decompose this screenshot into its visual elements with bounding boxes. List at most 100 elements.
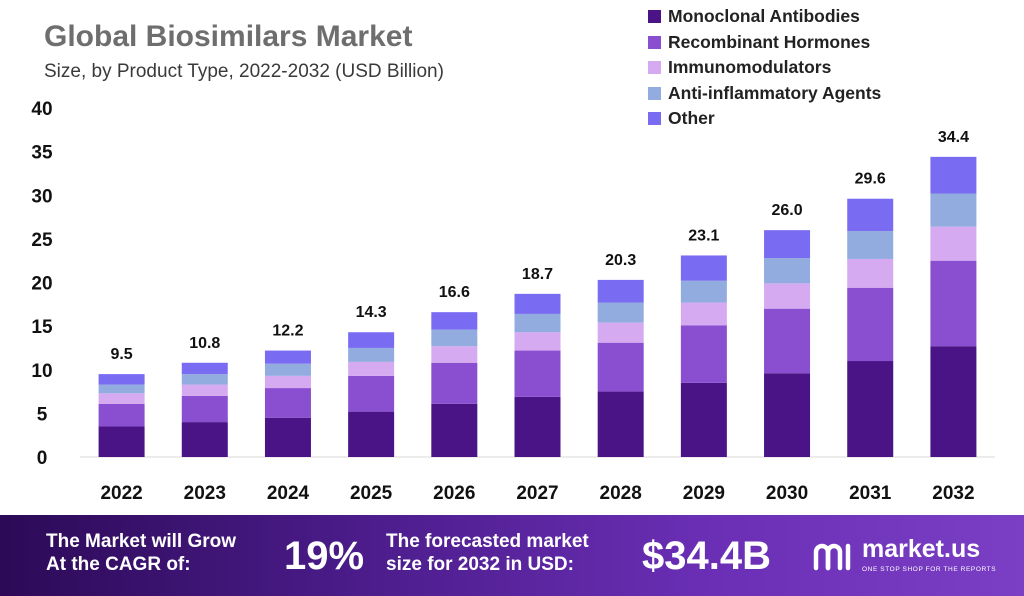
- footer-banner: The Market will Grow At the CAGR of: 19%…: [0, 515, 1024, 596]
- y-tick-label: 40: [31, 99, 52, 120]
- bar-total-label: 18.7: [522, 266, 553, 283]
- bar-segment-2026-series-4: [431, 312, 478, 330]
- bar-segment-2024-series-4: [264, 350, 311, 364]
- bar-segment-2032-series-3: [930, 193, 977, 227]
- bar-total-label: 26.0: [771, 202, 802, 219]
- bar-segment-2031-series-3: [847, 231, 894, 259]
- bar-segment-2029-series-0: [680, 382, 727, 457]
- legend-label: Immunomodulators: [668, 57, 832, 78]
- bar-segment-2023-series-3: [181, 374, 228, 385]
- chart-subtitle: Size, by Product Type, 2022-2032 (USD Bi…: [44, 61, 444, 82]
- legend-swatch: [648, 112, 661, 126]
- x-tick-label: 2028: [600, 483, 642, 504]
- x-tick-label: 2025: [350, 483, 393, 504]
- y-tick-label: 25: [31, 230, 53, 251]
- x-tick-label: 2029: [683, 483, 725, 504]
- bar-segment-2027-series-4: [514, 293, 561, 314]
- bar-segment-2031-series-0: [847, 361, 894, 457]
- legend-swatch: [648, 35, 661, 49]
- bar-segment-2023-series-1: [181, 395, 228, 423]
- bar-segment-2025-series-4: [348, 332, 395, 348]
- x-tick-label: 2031: [849, 483, 892, 504]
- cagr-label: The Market will Grow At the CAGR of:: [46, 531, 236, 577]
- bar-segment-2025-series-1: [348, 375, 395, 412]
- bar-segment-2029-series-3: [680, 280, 727, 303]
- cagr-label-line-1: The Market will Grow: [46, 531, 237, 552]
- bar-total-label: 12.2: [272, 323, 303, 340]
- bar-segment-2022-series-1: [98, 403, 145, 427]
- bar-segment-2030-series-3: [764, 258, 811, 284]
- bar-segment-2031-series-2: [847, 258, 894, 288]
- chart-legend: Monoclonal Antibodies Recombinant Hormone…: [648, 4, 881, 132]
- bar-segment-2022-series-2: [98, 393, 145, 404]
- bar-segment-2027-series-0: [514, 396, 561, 457]
- bar-segment-2032-series-2: [930, 226, 977, 261]
- legend-swatch: [648, 86, 661, 100]
- forecast-label-line-1: The forecasted market: [386, 531, 589, 552]
- bar-segment-2025-series-2: [348, 361, 395, 376]
- legend-swatch: [648, 61, 661, 75]
- bar-segment-2032-series-4: [930, 156, 977, 194]
- bar-segment-2028-series-3: [597, 302, 644, 323]
- y-tick-label: 10: [31, 361, 52, 382]
- forecast-value: $34.4B: [642, 534, 771, 578]
- forecast-label: The forecasted market size for 2032 in U…: [386, 531, 589, 577]
- x-tick-label: 2026: [433, 483, 475, 504]
- bar-segment-2030-series-4: [764, 230, 811, 259]
- bar-total-label: 16.6: [439, 284, 470, 301]
- cagr-value: 19%: [284, 534, 365, 578]
- bar-segment-2028-series-2: [597, 322, 644, 343]
- x-tick-label: 2022: [100, 483, 142, 504]
- bar-segment-2025-series-0: [348, 411, 395, 457]
- bar-segment-2027-series-3: [514, 313, 561, 333]
- bar-segment-2024-series-1: [264, 388, 311, 418]
- bar-segment-2026-series-1: [431, 362, 478, 404]
- bar-segment-2022-series-0: [98, 426, 145, 457]
- bar-segment-2031-series-1: [847, 287, 894, 362]
- bar-segment-2032-series-0: [930, 346, 977, 457]
- legend-label: Monoclonal Antibodies: [668, 6, 860, 27]
- legend-item: Other: [648, 106, 881, 132]
- bar-total-label: 20.3: [605, 252, 636, 269]
- brand-logo-block[interactable]: market.us ONE STOP SHOP FOR THE REPORTS: [812, 535, 1008, 585]
- bar-total-label: 10.8: [189, 335, 220, 352]
- bar-segment-2030-series-0: [764, 373, 811, 457]
- legend-swatch: [648, 10, 661, 24]
- bar-segment-2026-series-2: [431, 346, 478, 363]
- bar-segment-2023-series-4: [181, 362, 228, 375]
- bar-total-label: 9.5: [110, 346, 132, 363]
- bar-segment-2027-series-2: [514, 332, 561, 351]
- bar-segment-2029-series-4: [680, 255, 727, 281]
- chart-title: Global Biosimilars Market: [44, 20, 413, 53]
- bar-segment-2032-series-1: [930, 260, 977, 347]
- y-tick-label: 20: [31, 274, 52, 295]
- y-tick-label: 15: [31, 317, 53, 338]
- brand-tagline: ONE STOP SHOP FOR THE REPORTS: [862, 566, 997, 573]
- legend-item: Anti-inflammatory Agents: [648, 81, 881, 107]
- x-tick-label: 2024: [267, 483, 310, 504]
- bar-segment-2024-series-3: [264, 363, 311, 376]
- legend-item: Monoclonal Antibodies: [648, 4, 881, 30]
- bar-total-label: 14.3: [356, 304, 387, 321]
- bar-segment-2030-series-2: [764, 283, 811, 309]
- bar-segment-2022-series-3: [98, 384, 145, 394]
- market-us-logo-icon: [813, 543, 851, 571]
- bar-segment-2029-series-1: [680, 325, 727, 383]
- bar-segment-2031-series-4: [847, 198, 894, 232]
- y-tick-label: 35: [31, 143, 53, 164]
- x-tick-label: 2030: [766, 483, 808, 504]
- x-tick-label: 2023: [184, 483, 226, 504]
- bar-segment-2028-series-0: [597, 391, 644, 457]
- bar-segment-2024-series-2: [264, 375, 311, 389]
- legend-label: Recombinant Hormones: [668, 31, 871, 52]
- legend-label: Anti-inflammatory Agents: [668, 82, 882, 103]
- bar-segment-2025-series-3: [348, 347, 395, 362]
- bar-segment-2028-series-1: [597, 342, 644, 392]
- legend-label: Other: [668, 108, 715, 129]
- x-tick-label: 2032: [932, 483, 974, 504]
- legend-item: Immunomodulators: [648, 55, 881, 81]
- bar-total-label: 34.4: [938, 129, 969, 146]
- y-tick-label: 30: [31, 186, 52, 207]
- bar-segment-2026-series-0: [431, 403, 478, 457]
- forecast-label-line-2: size for 2032 in USD:: [386, 553, 574, 575]
